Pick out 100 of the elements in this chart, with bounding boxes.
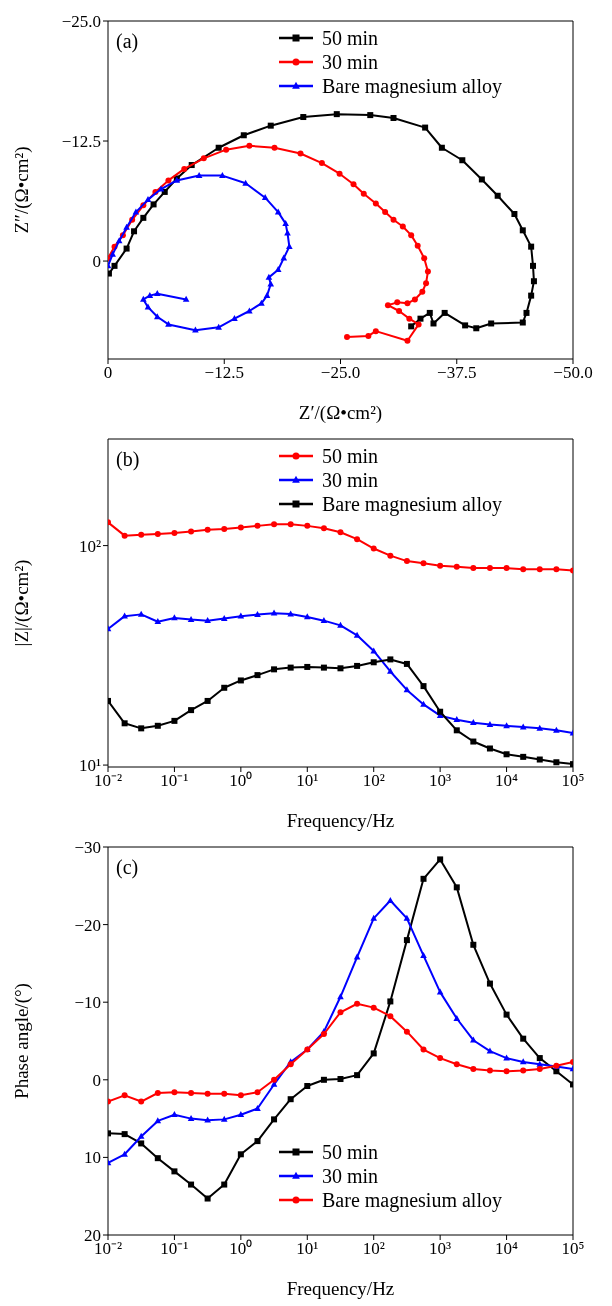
point (528, 292, 535, 299)
point (144, 196, 152, 202)
point (424, 268, 431, 275)
point (426, 309, 433, 316)
point (271, 521, 278, 528)
point (511, 211, 518, 218)
x-tick-label: 10⁵ (561, 1239, 585, 1259)
point (254, 672, 261, 679)
legend-label: Bare magnesium alloy (322, 1188, 502, 1212)
point (111, 262, 118, 269)
point (336, 170, 343, 177)
point (271, 144, 278, 151)
point (220, 1115, 228, 1122)
point (188, 707, 195, 714)
y-tick-label: −10 (74, 993, 101, 1013)
annotation: (b) (116, 448, 140, 471)
point (138, 531, 145, 538)
y-tick-label: −25.0 (61, 12, 101, 32)
point (237, 677, 244, 684)
point (536, 566, 543, 573)
x-axis-title: Frequency/Hz (286, 1278, 395, 1299)
x-tick-label: 10³ (429, 1239, 452, 1259)
point (254, 610, 261, 617)
point (404, 337, 411, 344)
point (382, 209, 389, 216)
point (219, 172, 226, 178)
point (399, 223, 406, 230)
point (204, 1195, 211, 1202)
x-tick-label: 10¹ (296, 1239, 319, 1259)
x-tick-label: 10⁻¹ (160, 771, 189, 791)
legend-label: 30 min (322, 50, 379, 74)
point (387, 998, 394, 1005)
point (437, 708, 444, 715)
point (237, 612, 245, 619)
point (384, 302, 391, 309)
point (453, 1061, 460, 1068)
point (154, 530, 161, 537)
point (353, 631, 361, 638)
point (237, 1111, 245, 1118)
point (403, 1028, 410, 1035)
point (286, 243, 293, 250)
point (523, 309, 530, 316)
x-tick-label: 10³ (429, 771, 452, 791)
point (318, 160, 325, 167)
point (215, 144, 222, 151)
point (473, 325, 480, 332)
point (403, 558, 410, 565)
point (403, 686, 411, 693)
point (494, 192, 501, 199)
point (520, 1035, 527, 1042)
point (530, 278, 537, 285)
point (360, 190, 367, 197)
point (320, 664, 327, 671)
y-tick-label: 10² (78, 536, 101, 556)
point (204, 1090, 211, 1097)
point (553, 566, 560, 573)
point (453, 1014, 461, 1021)
point (287, 664, 294, 671)
point (421, 255, 428, 262)
annotation: (a) (116, 30, 139, 53)
point (223, 146, 230, 153)
point (109, 250, 116, 257)
point (200, 155, 207, 162)
point (261, 194, 269, 201)
point (423, 280, 430, 287)
point (453, 716, 461, 723)
point (390, 216, 397, 223)
point (520, 753, 527, 760)
point (138, 1098, 145, 1105)
point (138, 1140, 145, 1147)
point (140, 295, 147, 302)
point (263, 292, 271, 299)
point (150, 201, 157, 208)
point (530, 262, 537, 269)
point (181, 165, 188, 172)
point (154, 1117, 162, 1124)
point (121, 1092, 128, 1099)
x-tick-label: −12.5 (204, 363, 244, 383)
point (350, 181, 357, 188)
point (503, 1011, 510, 1018)
point (453, 727, 460, 734)
point (157, 185, 165, 192)
x-tick-label: 10⁴ (495, 1239, 519, 1259)
point (115, 237, 123, 244)
point (121, 532, 128, 539)
point (215, 323, 222, 330)
point (188, 1089, 195, 1096)
point (486, 720, 494, 727)
point (271, 1116, 278, 1123)
point (422, 124, 429, 131)
point (237, 1151, 244, 1158)
point (536, 1065, 543, 1072)
point (470, 1065, 477, 1072)
legend-label: 50 min (322, 1140, 379, 1164)
point (438, 144, 445, 151)
point (420, 700, 427, 707)
point (204, 617, 211, 624)
point (536, 724, 544, 731)
point (188, 1181, 195, 1188)
point (123, 245, 130, 252)
